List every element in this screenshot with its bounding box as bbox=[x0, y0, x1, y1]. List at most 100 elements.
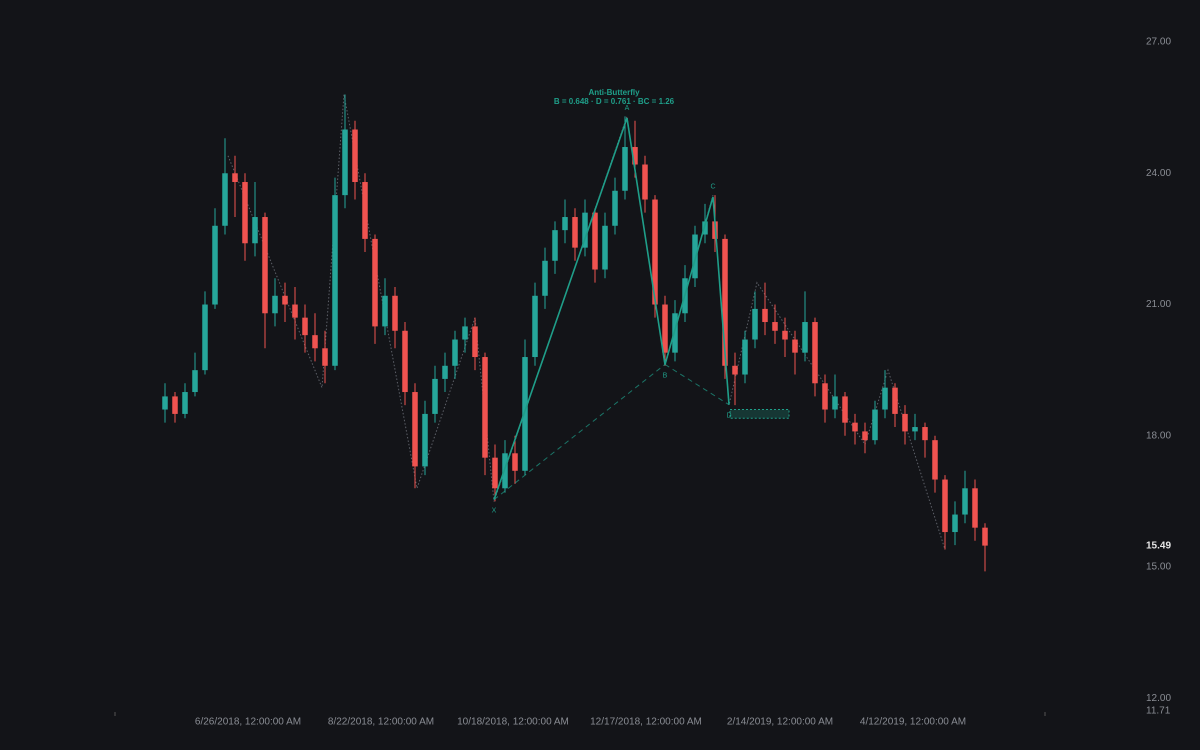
candle-body bbox=[312, 335, 318, 349]
candle-body bbox=[452, 339, 458, 366]
candle-body bbox=[212, 225, 218, 305]
candle-body bbox=[462, 326, 468, 340]
candle-body bbox=[802, 322, 808, 353]
pattern-point-label: A bbox=[625, 105, 630, 112]
candle-body bbox=[402, 330, 408, 393]
candle-body bbox=[472, 326, 478, 358]
candle-body bbox=[812, 322, 818, 384]
candle-body bbox=[192, 370, 198, 393]
x-tick-label: 10/18/2018, 12:00:00 AM bbox=[457, 717, 569, 728]
candle-body bbox=[342, 129, 348, 196]
candle-body bbox=[862, 431, 868, 441]
x-tick-label: 4/12/2019, 12:00:00 AM bbox=[860, 717, 966, 728]
candle-body bbox=[422, 413, 428, 467]
candle-body bbox=[232, 173, 238, 183]
candle-body bbox=[362, 182, 368, 239]
candle-body bbox=[822, 383, 828, 410]
pattern-name: Anti-Butterfly bbox=[588, 88, 640, 97]
candle-body bbox=[902, 413, 908, 432]
candle-body bbox=[922, 427, 928, 441]
candle-body bbox=[512, 453, 518, 471]
candle-body bbox=[912, 427, 918, 432]
candle-body bbox=[382, 295, 388, 327]
pattern-ratios: B = 0.648 · D = 0.761 · BC = 1.26 bbox=[554, 97, 675, 106]
candle-body bbox=[282, 295, 288, 305]
candle-body bbox=[962, 488, 968, 515]
candle-body bbox=[162, 396, 168, 410]
last-price-label: 15.49 bbox=[1146, 540, 1171, 551]
candle-body bbox=[532, 295, 538, 358]
candle-body bbox=[872, 409, 878, 441]
pattern-point-label: C bbox=[710, 184, 715, 191]
candle-body bbox=[242, 182, 248, 244]
candle-body bbox=[292, 304, 298, 318]
candle-body bbox=[952, 514, 958, 533]
candle-body bbox=[972, 488, 978, 528]
candle-body bbox=[252, 217, 258, 244]
candle-body bbox=[842, 396, 848, 423]
candle-body bbox=[502, 453, 508, 489]
y-tick-label: 27.00 bbox=[1146, 37, 1171, 48]
y-tick-label: 21.00 bbox=[1146, 299, 1171, 310]
candle-body bbox=[892, 387, 898, 414]
candle-body bbox=[692, 234, 698, 279]
pattern-guide bbox=[493, 364, 666, 501]
candle-body bbox=[522, 357, 528, 471]
candle-body bbox=[732, 365, 738, 375]
y-tick-label: 15.00 bbox=[1146, 562, 1171, 573]
candle-body bbox=[222, 173, 228, 226]
candle-body bbox=[752, 308, 758, 340]
candle-body bbox=[572, 217, 578, 248]
candle-body bbox=[662, 304, 668, 353]
candle-body bbox=[182, 392, 188, 414]
candle-body bbox=[672, 313, 678, 353]
candle-body bbox=[552, 230, 558, 261]
candle-body bbox=[592, 212, 598, 270]
candle-body bbox=[932, 440, 938, 480]
candle-body bbox=[792, 339, 798, 353]
candle-body bbox=[702, 221, 708, 235]
y-tick-label: 24.00 bbox=[1146, 168, 1171, 179]
candle-body bbox=[432, 378, 438, 414]
candle-body bbox=[722, 238, 728, 366]
candle-body bbox=[642, 164, 648, 200]
candle-body bbox=[262, 217, 268, 314]
candle-body bbox=[352, 129, 358, 183]
x-tick-label: 8/22/2018, 12:00:00 AM bbox=[328, 717, 434, 728]
x-tick-label: 12/17/2018, 12:00:00 AM bbox=[590, 717, 702, 728]
candle-body bbox=[772, 322, 778, 331]
candle-body bbox=[442, 365, 448, 379]
candle-body bbox=[982, 527, 988, 546]
y-min-label: 11.71 bbox=[1146, 706, 1171, 717]
target-zone bbox=[729, 409, 790, 419]
candle-body bbox=[492, 457, 498, 489]
candle-body bbox=[742, 339, 748, 375]
candle-body bbox=[392, 295, 398, 331]
candle-body bbox=[202, 304, 208, 371]
candle-body bbox=[482, 357, 488, 458]
candle-body bbox=[542, 260, 548, 296]
candle-body bbox=[652, 199, 658, 305]
candle-body bbox=[632, 147, 638, 165]
candle-body bbox=[602, 225, 608, 270]
pattern-point-label: X bbox=[492, 508, 497, 515]
pattern-guide bbox=[664, 364, 730, 406]
y-tick-label: 18.00 bbox=[1146, 430, 1171, 441]
candle-body bbox=[612, 190, 618, 226]
candle-body bbox=[272, 295, 278, 314]
pattern-point-label: D bbox=[726, 413, 731, 420]
candle-body bbox=[832, 396, 838, 410]
x-tick-label: 6/26/2018, 12:00:00 AM bbox=[195, 717, 301, 728]
x-tick-label: 2/14/2019, 12:00:00 AM bbox=[727, 717, 833, 728]
candle-body bbox=[412, 392, 418, 467]
candle-body bbox=[622, 147, 628, 191]
pattern-point-label: B bbox=[663, 372, 668, 379]
candle-body bbox=[562, 217, 568, 231]
candle-body bbox=[882, 387, 888, 410]
candle-body bbox=[332, 195, 338, 366]
y-tick-label: 12.00 bbox=[1146, 693, 1171, 704]
candle-body bbox=[582, 212, 588, 248]
candle-body bbox=[302, 317, 308, 336]
